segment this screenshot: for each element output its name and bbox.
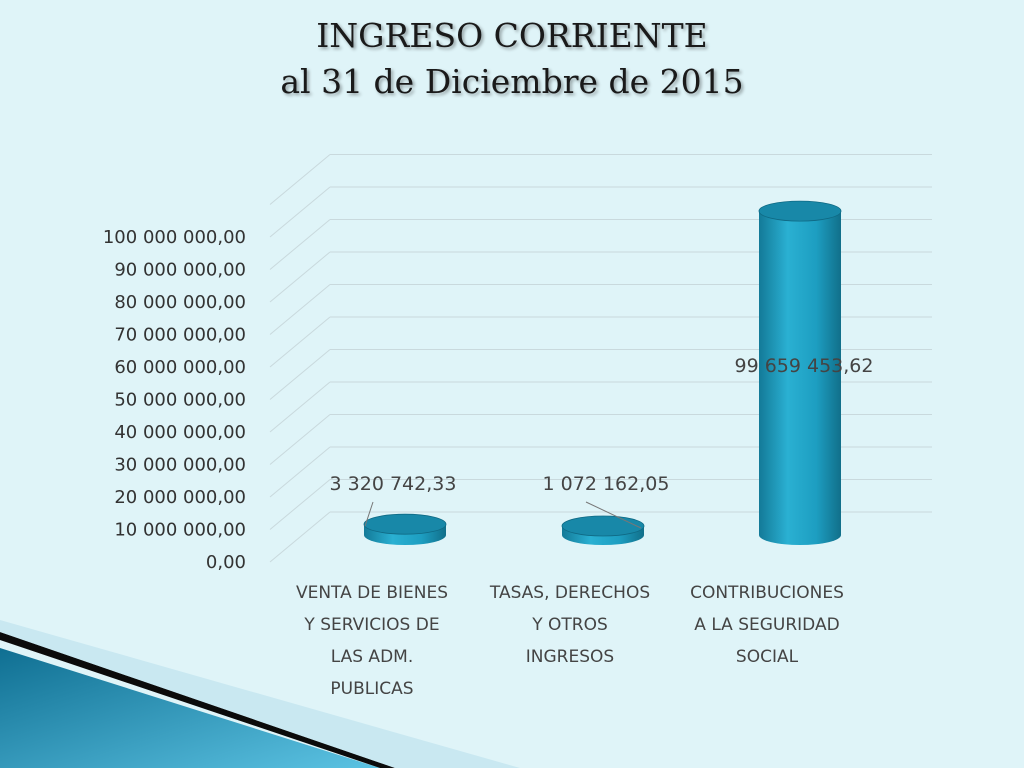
deco-stripe-blue bbox=[0, 648, 380, 768]
y-axis-ticks: 0,00 10 000 000,00 20 000 000,00 30 000 000… bbox=[103, 227, 246, 573]
x-tick-label: SOCIAL bbox=[736, 647, 799, 667]
x-tick-label: INGRESOS bbox=[526, 647, 614, 667]
y-tick-label: 0,00 bbox=[206, 552, 246, 573]
deco-stripe-light bbox=[0, 620, 520, 768]
bar: 1 072 162,05 bbox=[543, 473, 670, 545]
x-tick-label: CONTRIBUCIONES bbox=[690, 583, 844, 603]
y-tick-label: 80 000 000,00 bbox=[114, 292, 246, 313]
x-tick-label: Y SERVICIOS DE bbox=[303, 615, 439, 635]
x-tick-label: Y OTROS bbox=[531, 615, 608, 635]
bar-top bbox=[363, 513, 447, 535]
bars: 3 320 742,33 1 072 162,05 99 659 453,62 bbox=[330, 200, 874, 545]
gridline-diagonal bbox=[269, 511, 331, 563]
data-label-leader bbox=[585, 501, 642, 529]
slide-subtitle: al 31 de Diciembre de 2015 bbox=[280, 62, 744, 101]
gridline-diagonal bbox=[269, 154, 331, 205]
bar: 3 320 742,33 bbox=[330, 473, 457, 545]
gridline-diagonal bbox=[269, 349, 331, 400]
y-tick-label: 40 000 000,00 bbox=[114, 422, 246, 443]
gridline-diagonal bbox=[269, 414, 331, 465]
data-label-leader bbox=[364, 501, 374, 527]
corner-decoration bbox=[0, 620, 520, 768]
y-tick-label: 20 000 000,00 bbox=[114, 487, 246, 508]
gridline-diagonal bbox=[269, 479, 331, 530]
data-label: 3 320 742,33 bbox=[330, 473, 457, 495]
x-tick-label: A LA SEGURIDAD bbox=[694, 615, 839, 635]
y-tick-label: 10 000 000,00 bbox=[114, 520, 246, 541]
x-tick-label: LAS ADM. bbox=[331, 647, 413, 667]
y-tick-label: 100 000 000,00 bbox=[103, 227, 246, 248]
x-tick-label: PUBLICAS bbox=[330, 679, 413, 699]
bar: 99 659 453,62 bbox=[734, 200, 874, 545]
y-tick-label: 60 000 000,00 bbox=[114, 357, 246, 378]
gridline-diagonal bbox=[269, 251, 331, 303]
gridline-diagonal bbox=[269, 381, 331, 433]
y-tick-label: 30 000 000,00 bbox=[114, 455, 246, 476]
gridline-diagonal bbox=[269, 186, 331, 238]
gridline-diagonal bbox=[269, 284, 331, 335]
bar-top bbox=[561, 515, 645, 537]
gridline-diagonal bbox=[269, 446, 331, 498]
slide-title: INGRESO CORRIENTE bbox=[316, 16, 708, 55]
y-tick-label: 50 000 000,00 bbox=[114, 390, 246, 411]
bar-body bbox=[759, 211, 841, 545]
data-label: 1 072 162,05 bbox=[543, 473, 670, 495]
gridline-diagonal bbox=[269, 316, 331, 368]
x-tick-label: TASAS, DERECHOS bbox=[489, 583, 650, 603]
x-tick-label: VENTA DE BIENES bbox=[296, 583, 448, 603]
bar-top bbox=[758, 200, 842, 222]
data-label: 99 659 453,62 bbox=[734, 355, 873, 377]
x-axis-labels: VENTA DE BIENES Y SERVICIOS DE LAS ADM. PUB… bbox=[296, 583, 844, 699]
y-tick-label: 90 000 000,00 bbox=[114, 260, 246, 281]
gridline-diagonal bbox=[269, 219, 331, 270]
y-tick-label: 70 000 000,00 bbox=[114, 325, 246, 346]
